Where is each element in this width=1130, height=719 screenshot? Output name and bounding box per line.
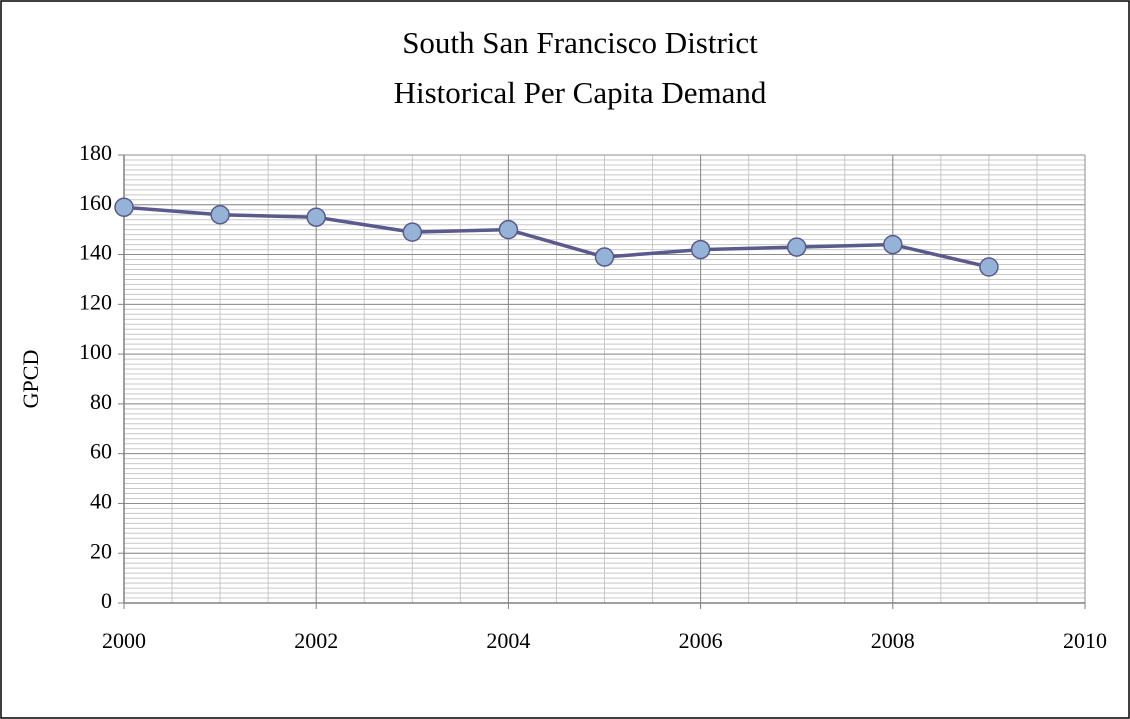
y-tick-label: 100 bbox=[79, 339, 112, 364]
data-point bbox=[786, 237, 807, 257]
grid bbox=[123, 154, 1086, 604]
y-tick-label: 40 bbox=[90, 488, 112, 513]
y-tick-label: 180 bbox=[79, 140, 112, 165]
y-tick-label: 160 bbox=[79, 190, 112, 215]
data-point bbox=[883, 234, 903, 255]
data-point bbox=[690, 239, 711, 260]
y-tick-label: 0 bbox=[101, 588, 112, 613]
data-point bbox=[210, 204, 230, 225]
x-tick-label: 2000 bbox=[102, 628, 146, 653]
y-tick-label: 60 bbox=[90, 439, 112, 464]
x-tick-label: 2004 bbox=[486, 628, 530, 653]
data-point bbox=[306, 207, 326, 227]
y-tick-label: 20 bbox=[90, 538, 112, 563]
data-point bbox=[979, 257, 999, 277]
data-point bbox=[402, 222, 423, 242]
x-tick-label: 2006 bbox=[679, 628, 723, 653]
data-point bbox=[114, 197, 134, 218]
x-tick-label: 2010 bbox=[1063, 628, 1107, 653]
y-tick-label: 80 bbox=[90, 389, 112, 414]
chart-subtitle: Historical Per Capita Demand bbox=[394, 75, 767, 110]
y-axis-label: GPCD bbox=[18, 350, 43, 409]
chart-title: South San Francisco District bbox=[402, 25, 758, 60]
series-line bbox=[123, 205, 990, 269]
data-point bbox=[594, 247, 615, 267]
y-tick-label: 140 bbox=[79, 240, 112, 265]
x-tick-label: 2008 bbox=[871, 628, 915, 653]
x-tick-label: 2002 bbox=[294, 628, 338, 653]
y-tick-label: 120 bbox=[79, 289, 112, 314]
data-point bbox=[498, 219, 519, 240]
